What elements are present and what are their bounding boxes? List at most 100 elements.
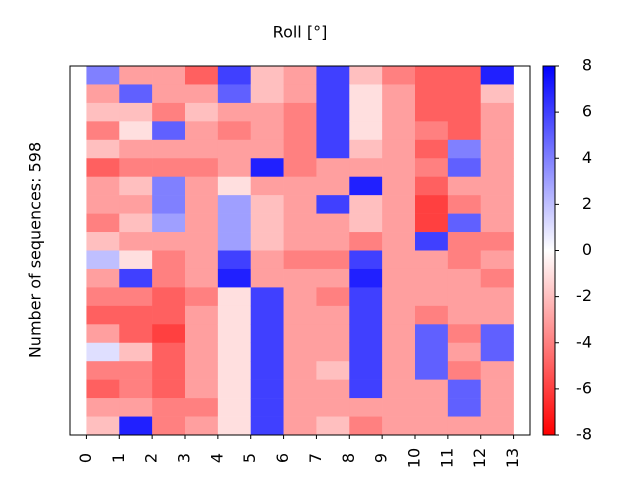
x-tick-label: 5 [240, 453, 259, 463]
heatmap-cell [316, 398, 350, 417]
heatmap-cell [447, 398, 482, 417]
heatmap-cell [217, 398, 252, 417]
heatmap-cell [86, 66, 120, 85]
heatmap-cell [480, 324, 514, 344]
x-tick-label: 0 [76, 453, 95, 463]
heatmap-cell [415, 250, 449, 270]
heatmap-cell [283, 158, 317, 177]
heatmap-cell [185, 102, 219, 122]
heatmap-cell [316, 379, 350, 399]
heatmap-cell [283, 398, 317, 417]
heatmap-cell [415, 232, 449, 251]
heatmap-cell [447, 287, 482, 307]
heatmap-cell [185, 379, 219, 399]
heatmap-cell [86, 268, 120, 288]
heatmap-cell [86, 398, 120, 417]
heatmap-cell [152, 158, 186, 177]
heatmap-cell [349, 195, 383, 214]
heatmap-cell [250, 379, 284, 399]
heatmap-cell [382, 158, 416, 177]
heatmap-cell [119, 287, 153, 307]
heatmap-cell [283, 213, 317, 233]
heatmap-cell [250, 232, 284, 251]
colorbar-tick-label: -4 [576, 332, 592, 351]
heatmap-cell [382, 379, 416, 399]
heatmap-cell [283, 250, 317, 270]
heatmap-cell [349, 84, 383, 104]
heatmap-cell [447, 416, 482, 436]
heatmap-cell [152, 139, 186, 159]
heatmap-cell [447, 121, 482, 141]
heatmap-cell [415, 268, 449, 288]
heatmap-cell [349, 398, 383, 417]
heatmap-cell [447, 176, 482, 196]
heatmap-cell [316, 213, 350, 233]
heatmap-cell [316, 250, 350, 270]
heatmap-cell [119, 139, 153, 159]
heatmap-cell [250, 416, 284, 436]
heatmap-cell [217, 305, 252, 325]
heatmap-cell [185, 268, 219, 288]
heatmap-cell [86, 102, 120, 122]
heatmap-cell [217, 66, 252, 85]
heatmap-cell [283, 287, 317, 307]
heatmap-cell [250, 121, 284, 141]
heatmap-cell [415, 305, 449, 325]
heatmap-cell [447, 195, 482, 214]
heatmap-cell [447, 342, 482, 362]
heatmap-cell [119, 195, 153, 214]
heatmap-cell [382, 84, 416, 104]
heatmap-cell [119, 268, 153, 288]
colorbar-tick-label: 6 [582, 102, 592, 121]
heatmap-cell [152, 324, 186, 344]
heatmap-cell [316, 287, 350, 307]
heatmap-cell [349, 158, 383, 177]
heatmap-cell [86, 84, 120, 104]
heatmap-cell [250, 398, 284, 417]
heatmap-cell [415, 139, 449, 159]
heatmap-cell [283, 416, 317, 436]
heatmap-cell [250, 195, 284, 214]
heatmap-cell [119, 379, 153, 399]
heatmap-cell [316, 121, 350, 141]
colorbar-tick-label: 4 [582, 148, 592, 167]
heatmap-cell [415, 121, 449, 141]
heatmap-cell [185, 213, 219, 233]
heatmap-cell [250, 102, 284, 122]
heatmap-cell [447, 324, 482, 344]
heatmap-cell [283, 342, 317, 362]
heatmap-cell [283, 102, 317, 122]
heatmap-cell [480, 416, 514, 436]
heatmap-cell [382, 102, 416, 122]
heatmap-cell [283, 121, 317, 141]
heatmap-cell [217, 158, 252, 177]
heatmap-cell [382, 176, 416, 196]
plot-frame [69, 65, 531, 436]
heatmap-cell [152, 195, 186, 214]
heatmap-cell [447, 139, 482, 159]
heatmap-cell [415, 213, 449, 233]
heatmap-cell [250, 139, 284, 159]
colorbar-tick-label: -8 [576, 425, 592, 444]
heatmap-cell [415, 195, 449, 214]
heatmap-cell [349, 250, 383, 270]
y-axis-label: Number of sequences: 598 [26, 142, 45, 358]
heatmap-cell [86, 121, 120, 141]
heatmap-cell [283, 268, 317, 288]
heatmap-cell [185, 176, 219, 196]
heatmap-cell [86, 305, 120, 325]
heatmap-cell [152, 379, 186, 399]
colorbar-tick-label: 2 [582, 194, 592, 213]
heatmap-cell [119, 250, 153, 270]
heatmap-cell [447, 379, 482, 399]
heatmap-cell [480, 66, 514, 85]
heatmap-cell [382, 305, 416, 325]
heatmap-cell [119, 176, 153, 196]
heatmap-cell [217, 139, 252, 159]
heatmap-cell [480, 84, 514, 104]
heatmap-cell [119, 121, 153, 141]
heatmap-cell [415, 176, 449, 196]
heatmap-cell [447, 66, 482, 85]
heatmap-cell [86, 195, 120, 214]
